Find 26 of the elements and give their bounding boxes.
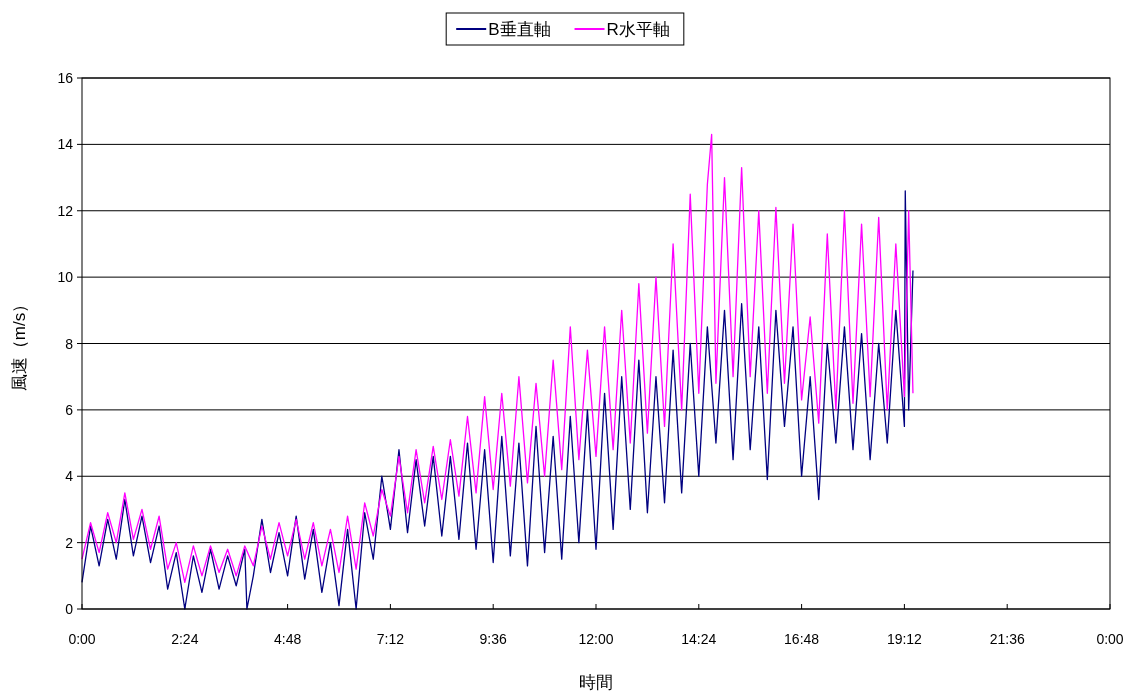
x-axis-title: 時間 <box>579 673 613 692</box>
x-tick-label: 21:36 <box>989 631 1025 647</box>
y-tick-label: 8 <box>65 335 74 352</box>
x-tick-label: 12:00 <box>578 631 614 647</box>
legend-label: B垂直軸 <box>488 20 551 39</box>
y-tick-label: 12 <box>57 202 74 219</box>
x-tick-label: 2:24 <box>171 631 199 647</box>
legend-label: R水平軸 <box>606 20 670 39</box>
x-tick-label: 0:00 <box>1096 631 1124 647</box>
x-tick-label: 0:00 <box>68 631 96 647</box>
y-tick-label: 10 <box>57 269 74 286</box>
x-tick-label: 4:48 <box>273 631 302 647</box>
line-series <box>81 190 914 610</box>
x-tick-label: 19:12 <box>886 631 923 647</box>
y-tick-label: 14 <box>57 136 74 153</box>
y-tick-label: 16 <box>57 70 74 86</box>
x-tick-label: 16:48 <box>784 631 820 647</box>
y-tick-label: 6 <box>65 401 74 418</box>
y-axis-title: 風速（m/s） <box>10 295 29 392</box>
x-tick-label: 14:24 <box>681 631 717 647</box>
x-tick-label: 9:36 <box>479 631 508 647</box>
x-tick-label: 7:12 <box>376 631 405 647</box>
y-tick-label: 2 <box>65 534 74 551</box>
line-series <box>81 133 914 584</box>
y-tick-label: 0 <box>65 601 74 617</box>
y-tick-label: 4 <box>65 468 74 485</box>
